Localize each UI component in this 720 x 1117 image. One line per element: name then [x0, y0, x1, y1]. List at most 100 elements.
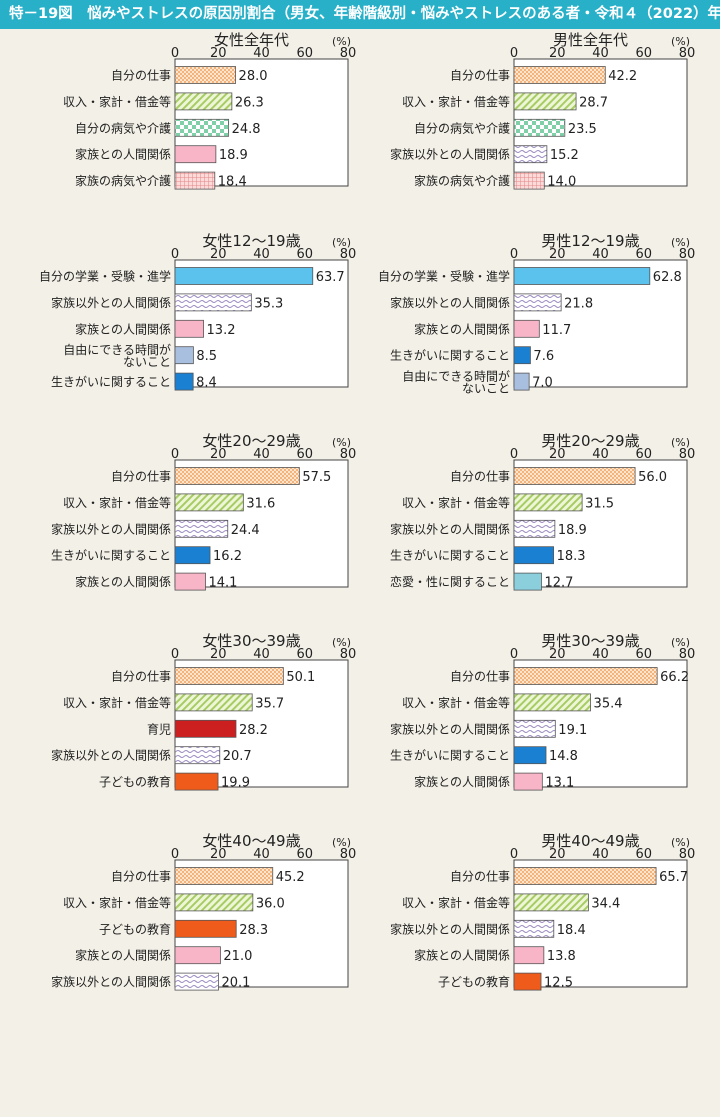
- data-label: 8.4: [196, 376, 217, 391]
- data-label: 13.8: [547, 949, 576, 964]
- bar: [513, 546, 554, 565]
- category-label: 収入・家計・借金等: [63, 495, 171, 510]
- x-tick-label: 80: [340, 847, 357, 862]
- bar: [174, 693, 253, 712]
- unit-label: (%): [671, 35, 690, 48]
- bar: [174, 346, 194, 365]
- bar: [513, 92, 577, 111]
- bar: [174, 145, 217, 164]
- x-tick-label: 40: [592, 647, 609, 662]
- category-label: 家族との人間関係: [75, 147, 171, 162]
- data-label: 56.0: [638, 470, 667, 485]
- bar: [174, 171, 216, 190]
- data-label: 65.7: [659, 870, 688, 885]
- bar: [513, 772, 543, 791]
- x-tick-label: 20: [549, 46, 566, 61]
- category-label: 自分の仕事: [450, 870, 510, 884]
- category-label: 自分の病気や介護: [414, 120, 510, 135]
- unit-label: (%): [671, 236, 690, 249]
- data-label: 15.2: [550, 148, 579, 163]
- chart-panel-1: 女性全年代 (%) 0 20 40 60 80 28.0 自分の仕事 26.3 収入・家計・借金等 2…: [63, 31, 356, 190]
- category-label: 生きがいに関すること: [390, 748, 510, 763]
- x-tick-label: 0: [171, 847, 179, 862]
- category-label-line: 自由にできる時間が: [402, 369, 510, 384]
- bar-charts-grid: 女性全年代 (%) 0 20 40 60 80 28.0 自分の仕事 26.3 収入・家計・借金等 2…: [39, 31, 696, 991]
- data-label: 11.7: [542, 323, 571, 338]
- chart-title: 男性12～19歳: [541, 232, 639, 250]
- x-tick-label: 60: [635, 247, 652, 262]
- bar: [513, 346, 531, 365]
- x-tick-label: 60: [635, 847, 652, 862]
- chart-title: 男性30～39歳: [541, 632, 639, 650]
- data-label: 57.5: [302, 470, 331, 485]
- data-label: 19.1: [558, 723, 587, 738]
- bar: [513, 293, 562, 312]
- category-label: 家族との人間関係: [75, 948, 171, 963]
- chart-title: 女性30～39歳: [202, 632, 300, 650]
- unit-label: (%): [671, 636, 690, 649]
- unit-label: (%): [332, 35, 351, 48]
- unit-label: (%): [671, 836, 690, 849]
- category-label: 収入・家計・借金等: [402, 695, 510, 710]
- category-label: 家族以外との人間関係: [390, 295, 510, 310]
- category-label: 自分の学業・受験・進学: [39, 269, 171, 284]
- category-label: 収入・家計・借金等: [402, 94, 510, 109]
- category-label: 生きがいに関すること: [51, 548, 171, 563]
- chart-panel-5: 女性20～29歳 (%) 0 20 40 60 80 57.5 自分の仕事 31.6 収入・家計・借…: [51, 432, 356, 591]
- x-tick-label: 0: [171, 647, 179, 662]
- x-tick-label: 60: [635, 647, 652, 662]
- data-label: 35.4: [594, 696, 623, 711]
- x-tick-label: 20: [210, 847, 227, 862]
- category-label: 家族以外との人間関係: [390, 147, 510, 162]
- bar: [174, 719, 237, 738]
- x-tick-label: 20: [549, 247, 566, 262]
- bar: [513, 893, 589, 912]
- bar: [174, 667, 284, 685]
- category-label-line: ないこと: [462, 382, 510, 396]
- x-tick-label: 80: [679, 247, 696, 262]
- x-tick-label: 0: [171, 447, 179, 462]
- x-tick-label: 60: [635, 447, 652, 462]
- x-tick-label: 20: [210, 247, 227, 262]
- data-label: 13.1: [545, 776, 574, 791]
- bar: [513, 667, 658, 685]
- x-tick-label: 40: [592, 46, 609, 61]
- data-label: 13.2: [207, 323, 236, 338]
- bar: [513, 972, 542, 991]
- bar: [513, 693, 591, 712]
- chart-title: 男性20～29歳: [541, 432, 639, 450]
- x-tick-label: 20: [549, 847, 566, 862]
- x-tick-label: 60: [296, 46, 313, 61]
- data-label: 28.7: [579, 95, 608, 110]
- data-label: 18.9: [558, 523, 587, 538]
- x-tick-label: 80: [340, 647, 357, 662]
- chart-panel-9: 女性40～49歳 (%) 0 20 40 60 80 45.2 自分の仕事 36.0 収入・家計・借…: [51, 832, 356, 991]
- x-tick-label: 40: [592, 247, 609, 262]
- data-label: 7.0: [532, 376, 553, 391]
- bar: [513, 171, 545, 190]
- unit-label: (%): [332, 236, 351, 249]
- category-label: 自分の仕事: [111, 470, 171, 484]
- data-label: 18.4: [218, 175, 247, 190]
- chart-panel-10: 男性40～49歳 (%) 0 20 40 60 80 65.7 自分の仕事 34.4 収入・家計・借…: [390, 832, 695, 991]
- bar: [513, 519, 556, 538]
- x-tick-label: 40: [592, 847, 609, 862]
- category-label: 自由にできる時間がないこと: [402, 369, 510, 396]
- x-tick-label: 60: [296, 247, 313, 262]
- x-tick-label: 0: [510, 247, 518, 262]
- x-tick-label: 0: [510, 647, 518, 662]
- bar: [513, 66, 606, 84]
- data-label: 14.8: [549, 749, 578, 764]
- bar: [513, 867, 657, 885]
- chart-title: 男性40～49歳: [541, 832, 639, 850]
- data-label: 28.3: [239, 923, 268, 938]
- category-label: 家族以外との人間関係: [51, 295, 171, 310]
- data-label: 66.2: [660, 670, 689, 685]
- data-label: 36.0: [256, 896, 285, 911]
- bar: [174, 267, 314, 285]
- data-label: 16.2: [213, 549, 242, 564]
- category-label: 自分の仕事: [450, 470, 510, 484]
- x-tick-label: 20: [549, 647, 566, 662]
- data-label: 23.5: [568, 122, 597, 137]
- figure-title: 特－19図 悩みやストレスの原因別割合（男女、年齢階級別・悩みやストレスのある者…: [9, 6, 720, 22]
